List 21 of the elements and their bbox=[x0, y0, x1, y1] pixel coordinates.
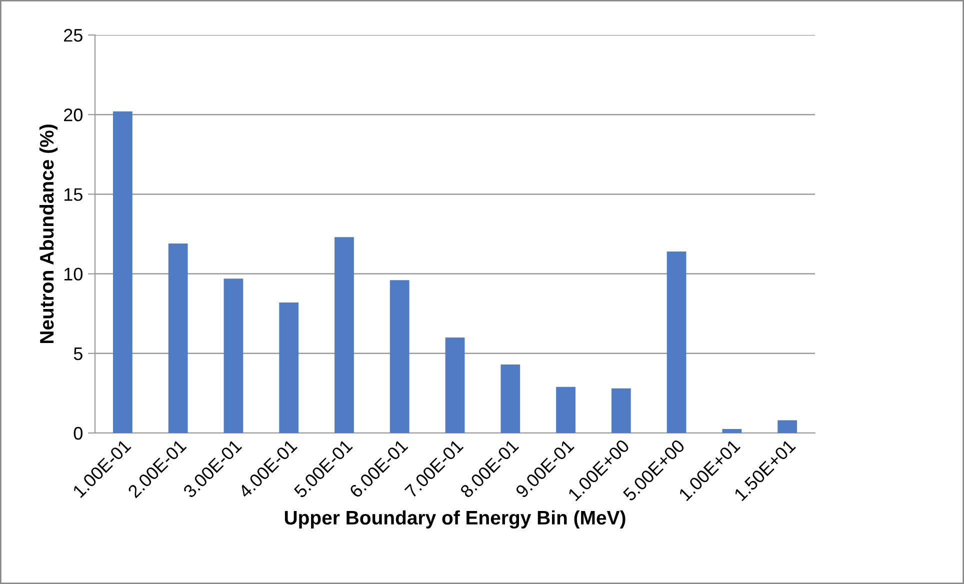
x-axis-title: Upper Boundary of Energy Bin (MeV) bbox=[284, 510, 626, 529]
y-tick-label: 15 bbox=[64, 188, 82, 201]
y-axis-title: Neutron Abundance (%) bbox=[39, 124, 58, 344]
bar bbox=[722, 429, 742, 433]
bar bbox=[113, 111, 132, 433]
y-tick-label: 10 bbox=[64, 268, 82, 281]
bar bbox=[778, 420, 797, 433]
bar bbox=[611, 388, 631, 433]
bar bbox=[390, 280, 410, 433]
bar bbox=[224, 278, 244, 433]
bar bbox=[445, 337, 465, 433]
bar bbox=[279, 302, 299, 433]
bar bbox=[168, 244, 188, 433]
y-tick-label: 5 bbox=[74, 348, 82, 360]
y-tick-label: 0 bbox=[74, 426, 82, 440]
bar bbox=[334, 237, 354, 433]
bar bbox=[666, 252, 686, 433]
y-tick-label: 25 bbox=[64, 28, 82, 42]
bar bbox=[556, 386, 576, 433]
y-tick-label: 20 bbox=[64, 108, 82, 122]
bar bbox=[500, 364, 520, 433]
